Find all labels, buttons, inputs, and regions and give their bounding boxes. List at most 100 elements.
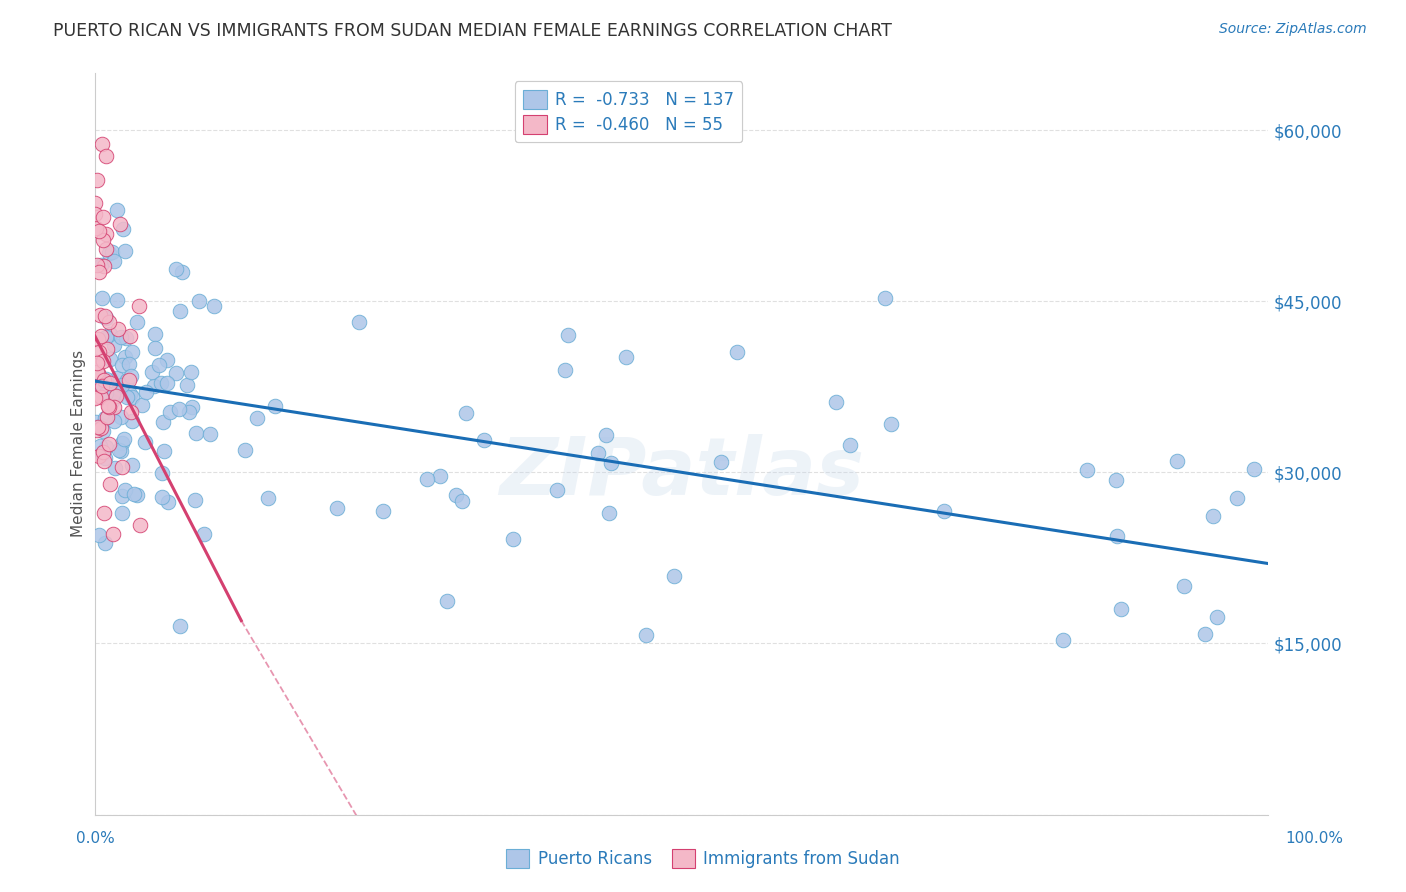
Point xyxy=(415,472,437,486)
Point xyxy=(546,483,568,497)
Point xyxy=(725,345,748,359)
Point xyxy=(121,345,143,359)
Point xyxy=(83,207,105,221)
Point xyxy=(94,227,117,241)
Point xyxy=(436,594,458,608)
Point xyxy=(159,405,181,419)
Point xyxy=(117,373,139,387)
Point xyxy=(124,487,146,501)
Point xyxy=(98,437,121,451)
Point xyxy=(115,330,138,344)
Point xyxy=(177,405,200,419)
Point xyxy=(134,435,156,450)
Point xyxy=(98,352,121,367)
Point xyxy=(96,409,118,424)
Point xyxy=(264,399,287,413)
Point xyxy=(120,405,142,419)
Point xyxy=(1105,474,1128,488)
Point xyxy=(105,371,128,385)
Point xyxy=(110,443,132,458)
Point xyxy=(90,447,112,461)
Point xyxy=(121,414,143,428)
Point xyxy=(87,224,110,238)
Point xyxy=(93,454,115,468)
Point xyxy=(104,461,127,475)
Point xyxy=(91,354,114,368)
Point xyxy=(103,414,125,428)
Point xyxy=(444,488,467,502)
Point xyxy=(110,410,132,425)
Point xyxy=(143,342,166,356)
Point xyxy=(839,438,862,452)
Point xyxy=(202,299,225,313)
Point xyxy=(165,367,187,381)
Point xyxy=(107,322,129,336)
Point xyxy=(114,244,136,259)
Point xyxy=(824,395,846,409)
Point xyxy=(170,265,193,279)
Point xyxy=(1194,626,1216,640)
Point xyxy=(1076,463,1098,477)
Point xyxy=(94,330,117,344)
Point xyxy=(114,351,136,365)
Point xyxy=(557,327,579,342)
Point xyxy=(598,506,620,520)
Point xyxy=(90,417,112,432)
Point xyxy=(86,173,108,187)
Point xyxy=(184,492,207,507)
Point xyxy=(599,456,621,470)
Point xyxy=(1166,453,1188,467)
Point xyxy=(128,299,150,313)
Point xyxy=(169,304,191,318)
Point xyxy=(103,254,125,268)
Point xyxy=(83,390,105,404)
Point xyxy=(89,439,111,453)
Point xyxy=(105,293,128,307)
Point xyxy=(97,315,120,329)
Point xyxy=(94,243,117,257)
Point xyxy=(90,328,112,343)
Point xyxy=(155,353,177,368)
Point xyxy=(93,424,115,438)
Point xyxy=(614,350,637,364)
Point xyxy=(127,488,149,502)
Point xyxy=(86,423,108,437)
Point xyxy=(188,294,211,309)
Point xyxy=(107,383,129,397)
Point xyxy=(108,217,131,231)
Point xyxy=(94,309,117,323)
Point xyxy=(554,363,576,377)
Point xyxy=(89,344,111,359)
Point xyxy=(93,373,115,387)
Point xyxy=(93,233,115,247)
Point xyxy=(710,455,733,469)
Point xyxy=(634,628,657,642)
Point xyxy=(111,358,134,372)
Point xyxy=(586,446,609,460)
Point xyxy=(110,329,132,343)
Point xyxy=(91,136,114,151)
Point xyxy=(91,379,114,393)
Point xyxy=(86,365,108,379)
Point xyxy=(198,426,221,441)
Point xyxy=(176,377,198,392)
Point xyxy=(105,389,128,403)
Point xyxy=(121,390,143,404)
Point xyxy=(98,246,121,260)
Point xyxy=(371,503,394,517)
Point xyxy=(111,378,134,392)
Point xyxy=(114,483,136,498)
Point xyxy=(150,490,173,504)
Point xyxy=(1173,579,1195,593)
Point xyxy=(595,428,617,442)
Point xyxy=(1202,508,1225,523)
Point xyxy=(115,373,138,387)
Point xyxy=(1107,529,1129,543)
Point xyxy=(87,332,110,346)
Point xyxy=(93,259,115,273)
Point xyxy=(89,369,111,384)
Point xyxy=(934,504,956,518)
Point xyxy=(193,527,215,541)
Point xyxy=(89,309,111,323)
Point xyxy=(101,387,124,401)
